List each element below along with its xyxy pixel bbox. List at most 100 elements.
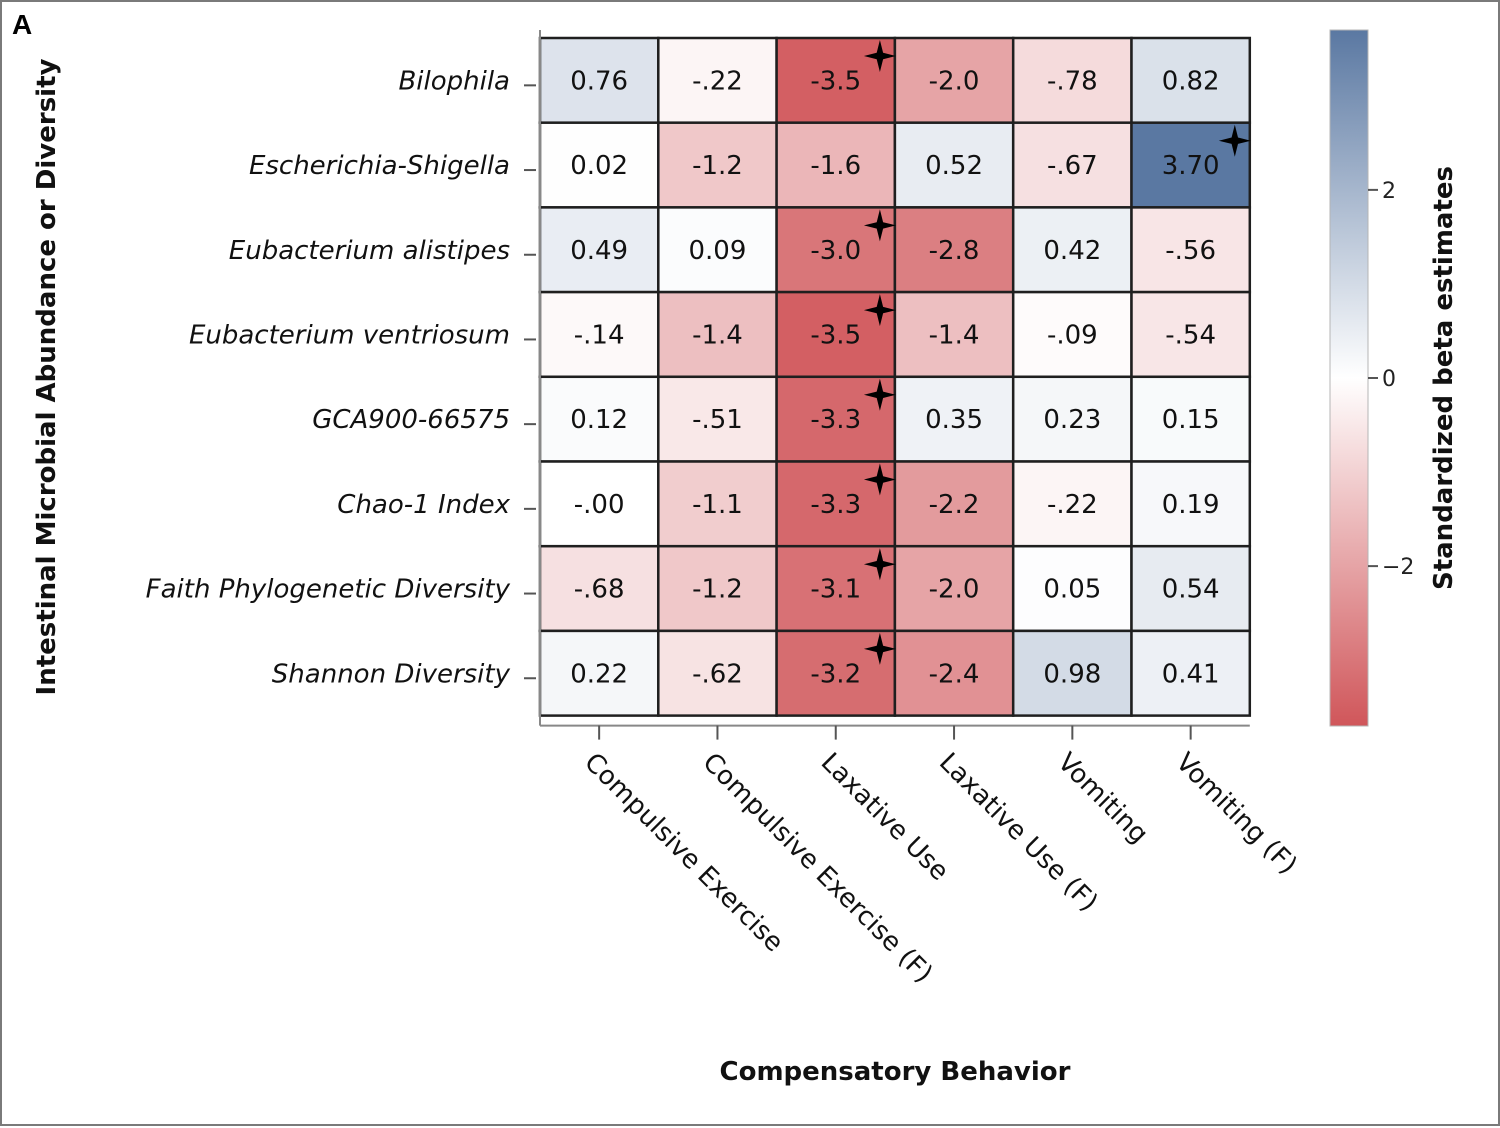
cell-value-label: -.54	[1165, 320, 1216, 350]
cell-value-label: -2.8	[929, 236, 980, 266]
significance-star-icon	[863, 378, 896, 411]
heatmap-cell	[1011, 290, 1133, 379]
heatmap-cell	[893, 121, 1015, 209]
panel-letter: A	[12, 9, 32, 40]
column-label: Vomiting	[1051, 747, 1153, 849]
colorbar-tick-label: 0	[1382, 367, 1396, 392]
heatmap-cell	[1011, 375, 1133, 463]
row-label: Shannon Diversity	[272, 659, 511, 689]
cell-value-label: 0.52	[925, 151, 983, 181]
cell-value-label: -.68	[574, 575, 625, 605]
cell-value-label: 0.19	[1162, 490, 1220, 520]
significance-markers	[863, 40, 1251, 665]
row-label: Faith Phylogenetic Diversity	[146, 575, 511, 605]
column-label: Vomiting (F)	[1170, 747, 1303, 880]
heatmap-cell	[893, 375, 1015, 463]
cell-value-label: 0.54	[1162, 575, 1220, 605]
heatmap-cell	[1011, 629, 1133, 717]
cell-value-label: -1.1	[692, 490, 743, 520]
cell-value-label: 0.49	[570, 236, 628, 266]
cell-value-label: -1.2	[692, 151, 743, 181]
cell-value-label: -1.4	[692, 320, 743, 350]
cell-value-label: -1.2	[692, 575, 743, 605]
heatmap-cell	[1130, 460, 1252, 548]
column-label: Compulsive Exercise (F)	[697, 747, 939, 989]
heatmap-cell	[893, 544, 1015, 633]
significance-star-icon	[863, 40, 896, 72]
cell-value-label: -.22	[692, 66, 743, 96]
cell-value-label: -3.0	[810, 236, 861, 266]
cell-value-label: -3.1	[810, 575, 861, 605]
significance-star-icon	[863, 294, 896, 327]
significance-star-icon	[1218, 124, 1251, 157]
cell-value-label: 0.35	[925, 405, 983, 435]
cell-value-label: -.09	[1047, 320, 1098, 350]
cell-value-label: 0.15	[1162, 405, 1220, 435]
cell-value-label: 0.98	[1043, 659, 1101, 689]
x-axis-title: Compensatory Behavior	[720, 1057, 1071, 1087]
heatmap-cell	[893, 629, 1015, 717]
row-labels: Bilophila Escherichia-Shigella Eubacterium…	[146, 66, 511, 689]
significance-star-icon	[863, 548, 896, 581]
heatmap-cell	[1130, 36, 1252, 124]
colorbar-gradient	[1329, 29, 1369, 727]
colorbar-tick-label: 2	[1382, 179, 1396, 204]
y-axis-title: Intestinal Microbial Abundance or Divers…	[32, 58, 62, 695]
heatmap-cell	[657, 121, 778, 209]
colorbar-tick-label: −2	[1382, 555, 1414, 580]
cell-value-label: 0.41	[1162, 659, 1220, 689]
cell-value-label: -.51	[692, 405, 743, 435]
heatmap-cells: 0.76 -.22 -3.5 -2.0 -.78 0.82 0.02 -1.2 -1.6 0.52…	[538, 36, 1252, 717]
cell-value-label: -.00	[574, 490, 625, 520]
cell-value-label: -1.4	[929, 320, 980, 350]
heatmap-cell	[657, 290, 778, 379]
heatmap-cell	[893, 290, 1015, 379]
cell-value-label: 0.02	[570, 151, 628, 181]
cell-value-label: -3.5	[810, 66, 861, 96]
colorbar: 2 0 −2	[1329, 29, 1414, 727]
cell-value-label: -.78	[1047, 66, 1098, 96]
cell-value-label: 0.05	[1043, 575, 1101, 605]
cell-value-label: 0.09	[689, 236, 747, 266]
heatmap-cell	[538, 544, 660, 633]
cell-value-label: 0.23	[1043, 405, 1101, 435]
cell-value-label: -.62	[692, 659, 743, 689]
heatmap-cell	[657, 206, 778, 294]
heatmap-cell	[775, 629, 897, 717]
cell-value-label: -2.2	[929, 490, 980, 520]
colorbar-title: Standardized beta estimates	[1429, 166, 1459, 590]
heatmap-cell	[775, 290, 897, 379]
heatmap-cell	[1011, 206, 1133, 294]
row-label: Eubacterium ventriosum	[189, 320, 510, 350]
row-label: Escherichia-Shigella	[249, 151, 510, 181]
cell-value-label: -2.0	[929, 575, 980, 605]
heatmap-cell	[1130, 121, 1252, 209]
column-label: Compulsive Exercise	[578, 747, 789, 958]
cell-value-label: 0.22	[570, 659, 628, 689]
heatmap-cell	[1130, 629, 1252, 717]
significance-star-icon	[863, 463, 896, 496]
cell-value-label: 0.42	[1043, 236, 1101, 266]
cell-value-label: -2.0	[929, 66, 980, 96]
significance-star-icon	[863, 632, 896, 665]
row-label: Eubacterium alistipes	[229, 236, 510, 266]
heatmap-cell	[657, 36, 778, 124]
cell-value-label: -.56	[1165, 236, 1216, 266]
cell-value-label: -3.3	[810, 490, 861, 520]
cell-value-label: 0.76	[570, 66, 628, 96]
cell-value-label: -.14	[574, 320, 625, 350]
row-label: Bilophila	[398, 66, 510, 96]
cell-value-label: -3.2	[810, 659, 861, 689]
cell-value-label: -.67	[1047, 151, 1098, 181]
heatmap-cell	[1130, 375, 1252, 463]
heatmap-cell	[538, 290, 660, 379]
cell-value-label: -1.6	[810, 151, 861, 181]
row-label: GCA900-66575	[312, 405, 510, 435]
cell-value-label: 0.82	[1162, 66, 1220, 96]
heatmap-cell	[1130, 206, 1252, 294]
cell-value-label: 3.70	[1162, 151, 1220, 181]
row-label: Chao-1 Index	[337, 490, 510, 520]
cell-value-label: 0.12	[570, 405, 628, 435]
